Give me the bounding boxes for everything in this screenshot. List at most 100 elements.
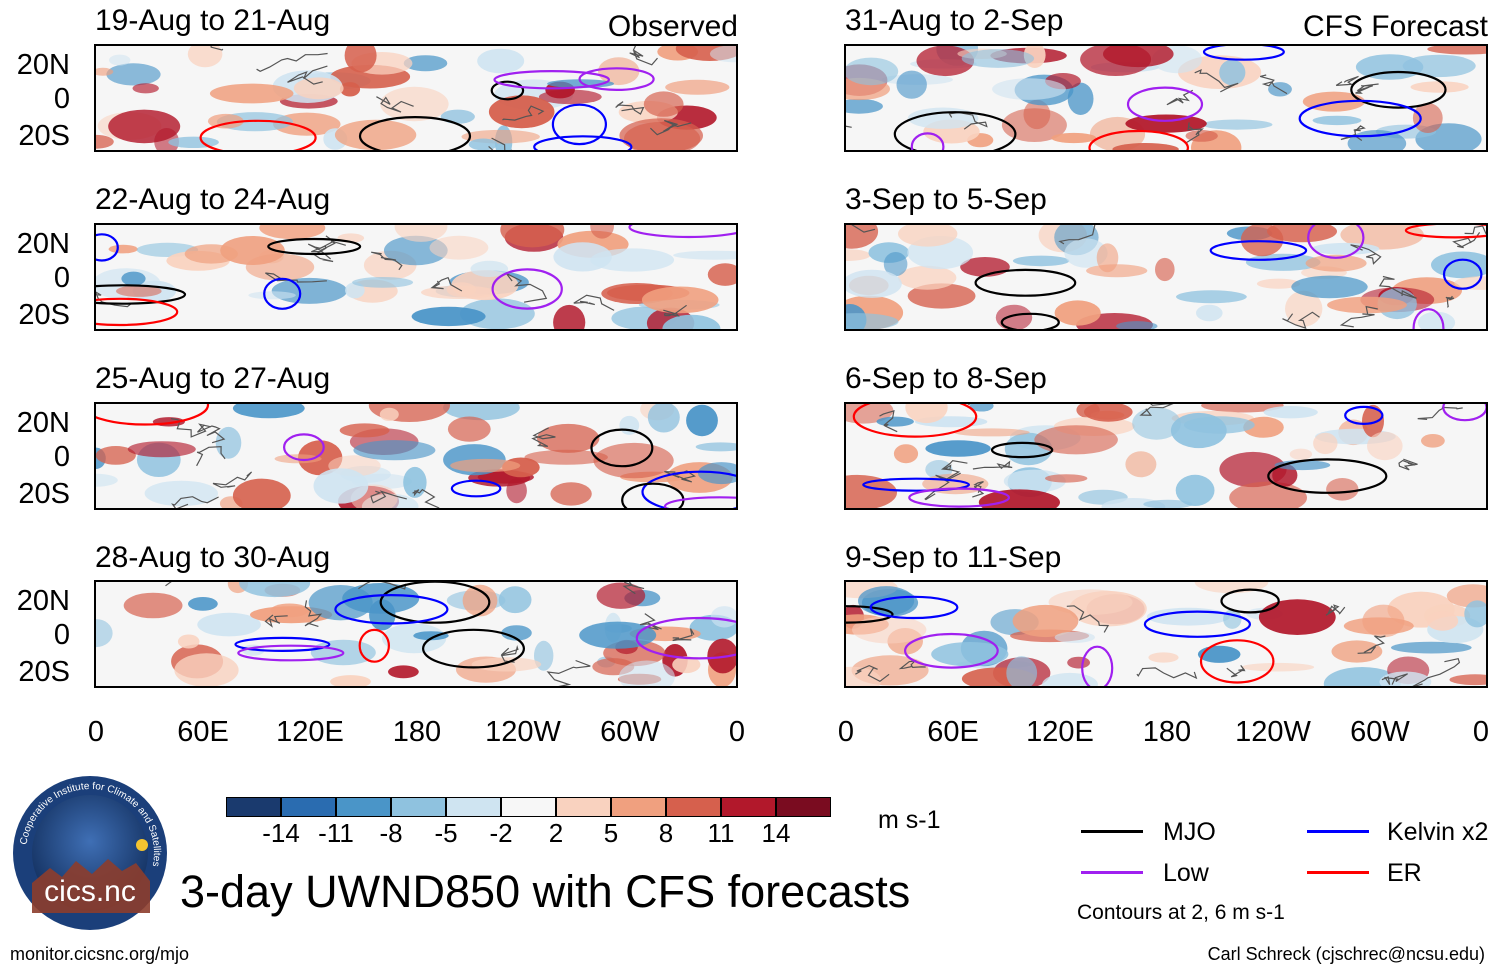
wave-contour [1081, 645, 1114, 686]
panel-title: 19-Aug to 21-Aug [95, 4, 331, 37]
wave-contour [551, 103, 607, 146]
wave-contour [1126, 86, 1204, 122]
anomaly-shading [1116, 321, 1158, 329]
anomaly-shading [450, 458, 521, 473]
wave-contour [234, 636, 331, 653]
wave-contour [1209, 240, 1308, 261]
anomaly-shading [1313, 432, 1338, 455]
anomaly-shading [1367, 431, 1403, 461]
colorbar-swatch [226, 797, 281, 817]
lon-label: 180 [392, 716, 442, 748]
anomaly-shading [382, 623, 447, 654]
map-graphic [846, 225, 1486, 329]
anomaly-shading [537, 423, 600, 453]
lon-label: 120W [485, 716, 561, 748]
wave-contour [908, 487, 1010, 508]
anomaly-shading [293, 77, 344, 100]
map-graphic [96, 46, 736, 150]
wave-contour [1307, 225, 1365, 259]
anomaly-shading [619, 118, 703, 150]
anomaly-shading [1362, 404, 1384, 438]
anomaly-shading [961, 49, 1035, 68]
anomaly-shading [379, 407, 399, 421]
anomaly-shading [500, 225, 565, 248]
wave-contour [96, 233, 119, 262]
anomaly-shading [1054, 300, 1101, 326]
colorbar-tick: 2 [548, 818, 564, 848]
anomaly-shading [1176, 290, 1247, 304]
anomaly-shading [1064, 238, 1108, 268]
wave-contour [96, 284, 187, 305]
coastline [622, 582, 645, 595]
wave-contour [267, 237, 362, 256]
wave-contour [1202, 46, 1285, 61]
coastline [531, 427, 556, 447]
anomaly-shading [96, 473, 118, 487]
legend-label-low: Low [1163, 859, 1209, 887]
anomaly-shading [215, 426, 242, 459]
anomaly-shading [1464, 600, 1486, 628]
anomaly-shading [1355, 54, 1424, 80]
anomaly-shading [709, 46, 736, 63]
legend-label-mjo: MJO [1163, 818, 1216, 846]
lon-label: 60E [177, 716, 229, 748]
anomaly-shading [1267, 225, 1337, 243]
wave-contour [641, 470, 736, 508]
wave-contour [1267, 458, 1388, 494]
wave-contour [910, 132, 945, 150]
legend-line-low [1081, 871, 1143, 874]
cics-logo: Cooperative Institute for Climate and Sa… [10, 773, 170, 933]
anomaly-shading [421, 285, 498, 299]
anomaly-shading [197, 612, 261, 637]
colorbar-swatch [556, 797, 611, 817]
legend-label-er: ER [1387, 859, 1422, 887]
wave-contour [1442, 404, 1486, 422]
anomaly-shading [96, 67, 114, 76]
anomaly-shading [470, 260, 509, 277]
anomaly-shading [898, 265, 957, 290]
colorbar-tick: -8 [379, 818, 403, 848]
anomaly-shading [330, 675, 371, 686]
anomaly-shading [846, 666, 882, 686]
anomaly-shading [1201, 119, 1273, 130]
coastline [1136, 667, 1198, 680]
anomaly-shading [907, 107, 979, 129]
wave-contour [282, 433, 325, 462]
coastline [1226, 665, 1246, 678]
colorbar-tick: 14 [761, 818, 791, 848]
anomaly-shading [471, 657, 542, 672]
colorbar-swatch [446, 797, 501, 817]
anomaly-shading [1080, 46, 1152, 76]
anomaly-shading [1256, 278, 1301, 289]
coastline [430, 276, 463, 292]
anomaly-shading [1042, 672, 1098, 686]
coastline [639, 613, 662, 631]
coastline [846, 125, 852, 128]
anomaly-shading [1426, 611, 1459, 631]
anomaly-shading [488, 95, 555, 129]
anomaly-shading [259, 225, 326, 240]
anomaly-shading [579, 621, 657, 649]
coastline [1058, 225, 1096, 245]
anomaly-shading [498, 586, 532, 614]
coastline [1398, 458, 1418, 471]
lon-label: 0 [837, 716, 855, 748]
anomaly-shading [846, 313, 899, 329]
anomaly-shading [995, 304, 1033, 329]
anomaly-shading [1086, 264, 1148, 278]
anomaly-shading [1410, 81, 1469, 93]
wave-contour [490, 80, 525, 101]
wave-contour [852, 404, 978, 438]
anomaly-shading [550, 482, 592, 506]
anomaly-shading [339, 423, 390, 438]
anomaly-shading [1305, 254, 1367, 272]
anomaly-shading [232, 404, 305, 419]
map-panel-forecast-3 [844, 402, 1488, 510]
anomaly-shading [334, 119, 417, 150]
anomaly-shading [1327, 296, 1407, 314]
wave-contour [263, 277, 302, 310]
anomaly-shading [593, 442, 674, 479]
anomaly-shading [443, 404, 520, 421]
anomaly-shading [1258, 599, 1336, 635]
lat-label-20s: 20S [18, 656, 70, 688]
